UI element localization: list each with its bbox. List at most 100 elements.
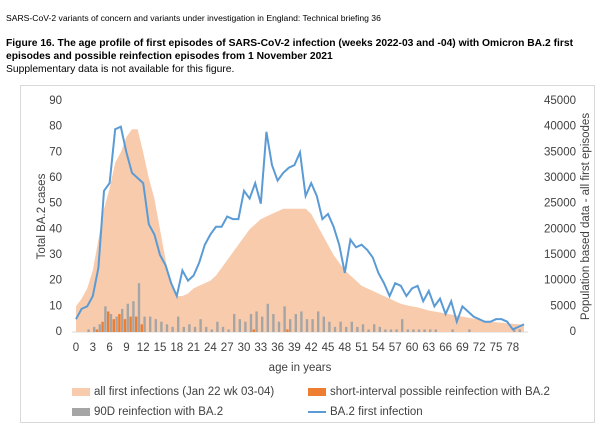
bar xyxy=(328,321,331,332)
x-tick-label: 9 xyxy=(123,342,129,354)
bar xyxy=(182,326,185,332)
y2-tick-label: 0 xyxy=(570,326,576,338)
bar xyxy=(101,321,104,332)
bar xyxy=(317,311,320,332)
bar xyxy=(177,316,180,332)
bar xyxy=(121,308,124,332)
bar xyxy=(165,324,169,332)
bar xyxy=(210,329,213,332)
y-tick-label: 40 xyxy=(49,223,62,235)
bar xyxy=(378,326,381,332)
bar xyxy=(188,324,191,332)
y2-tick-label: 45000 xyxy=(544,95,576,107)
x-tick-label: 57 xyxy=(389,342,402,354)
bar xyxy=(118,314,121,332)
x-tick-label: 75 xyxy=(490,342,503,354)
y2-tick-label: 40000 xyxy=(544,121,576,133)
bar xyxy=(434,329,437,332)
y-tick-label: 80 xyxy=(49,121,62,133)
x-tick-label: 51 xyxy=(355,342,368,354)
x-tick-label: 33 xyxy=(254,342,267,354)
y2-tick-label: 25000 xyxy=(544,198,576,210)
line xyxy=(75,125,525,331)
bar xyxy=(87,329,90,332)
figure-subtitle: Supplementary data is not available for … xyxy=(6,64,235,75)
y-tick-label: 70 xyxy=(49,146,62,158)
bar xyxy=(272,314,275,332)
bar xyxy=(95,329,99,332)
y-tick-label: 90 xyxy=(49,95,62,107)
bar xyxy=(294,314,297,332)
bar xyxy=(132,301,135,332)
x-axis-title: age in years xyxy=(269,362,332,374)
x-tick-label: 36 xyxy=(271,342,284,354)
x-tick-label: 24 xyxy=(204,342,217,354)
y-axis-title: Total BA.2 cases xyxy=(36,173,48,259)
bar xyxy=(135,316,138,332)
bar xyxy=(233,314,236,332)
bar xyxy=(221,326,225,332)
bar xyxy=(339,321,342,332)
bar xyxy=(311,319,314,332)
y2-tick-label: 5000 xyxy=(550,300,576,312)
x-tick-label: 48 xyxy=(338,342,351,354)
area xyxy=(76,129,524,332)
bar xyxy=(252,329,255,332)
bar xyxy=(373,324,376,332)
bar xyxy=(406,329,409,332)
x-tick-label: 15 xyxy=(154,342,167,354)
y-tick-label: 30 xyxy=(49,249,62,261)
y-tick-label: 60 xyxy=(49,172,62,184)
x-tick-label: 42 xyxy=(305,342,318,354)
bar xyxy=(160,321,163,332)
bar xyxy=(333,326,337,332)
document-title: SARS-CoV-2 variants of concern and varia… xyxy=(6,13,381,23)
x-tick-label: 27 xyxy=(221,342,234,354)
x-tick-label: 72 xyxy=(473,342,486,354)
bar xyxy=(286,329,289,332)
bar xyxy=(289,319,292,332)
y-tick-label: 10 xyxy=(49,300,62,312)
x-tick-label: 78 xyxy=(506,342,519,354)
x-tick-label: 3 xyxy=(90,342,96,354)
bar xyxy=(126,303,129,332)
bar xyxy=(513,329,516,332)
bar xyxy=(305,319,309,332)
bar xyxy=(154,319,157,332)
bar xyxy=(93,326,96,332)
bar xyxy=(468,329,471,332)
x-tick-label: 69 xyxy=(456,342,469,354)
bar xyxy=(417,329,421,332)
y2-tick-label: 20000 xyxy=(544,223,576,235)
chart-border xyxy=(20,85,595,423)
bar xyxy=(412,329,415,332)
y2-tick-label: 35000 xyxy=(544,146,576,158)
x-tick-label: 18 xyxy=(170,342,183,354)
legend-swatch xyxy=(308,388,326,396)
x-tick-label: 39 xyxy=(288,342,301,354)
x-tick-label: 60 xyxy=(406,342,419,354)
bar xyxy=(423,329,426,332)
x-tick-label: 54 xyxy=(372,342,385,354)
bar xyxy=(361,324,365,332)
bar xyxy=(300,311,303,332)
bar xyxy=(227,329,230,332)
x-tick-label: 63 xyxy=(422,342,435,354)
legend-label: BA.2 first infection xyxy=(330,406,423,418)
bar xyxy=(451,329,454,332)
y-tick-label: 50 xyxy=(49,198,62,210)
bar xyxy=(322,316,325,332)
bar xyxy=(171,326,174,332)
bar xyxy=(367,329,370,332)
bar xyxy=(255,311,258,332)
figure-title: Figure 16. The age profile of first epis… xyxy=(6,38,574,62)
bar xyxy=(112,319,115,332)
bar xyxy=(104,306,107,332)
bar xyxy=(199,319,202,332)
bar xyxy=(261,316,264,332)
bar xyxy=(283,306,286,332)
bar xyxy=(140,324,143,332)
bar xyxy=(350,321,353,332)
